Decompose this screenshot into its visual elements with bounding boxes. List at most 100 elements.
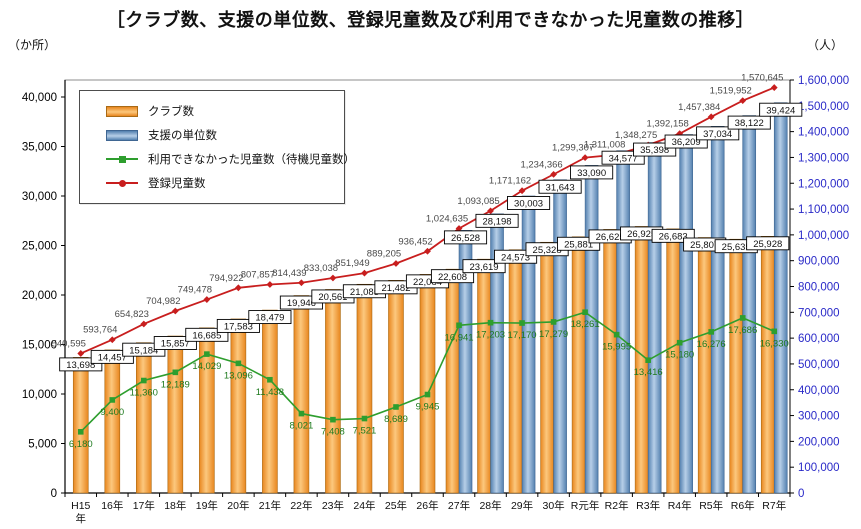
registered-point-H15年 xyxy=(77,350,85,357)
registered-point-23年 xyxy=(329,274,337,282)
label-waitlist-R3年: 13,416 xyxy=(634,367,663,378)
label-units-R4年: 36,209 xyxy=(672,137,701,148)
legend-item-clubs: クラブ数 xyxy=(80,99,344,123)
label-waitlist-R6年: 17,686 xyxy=(728,325,757,336)
legend-item-registered: 登録児童数 xyxy=(80,171,344,195)
label-registered-H15年: 540,595 xyxy=(52,338,86,349)
bar-clubs-26年 xyxy=(419,274,436,494)
label-clubs-17年: 15,184 xyxy=(129,345,158,356)
registered-point-21年 xyxy=(266,281,274,288)
label-clubs-20年: 17,583 xyxy=(224,322,253,333)
x-axis-category-label: 25年 xyxy=(385,499,407,512)
label-clubs-29年: 24,573 xyxy=(501,252,530,263)
label-waitlist-R4年: 15,180 xyxy=(665,350,694,361)
label-units-R7年-box xyxy=(759,102,803,117)
x-axis-category-label: 27年 xyxy=(448,499,470,512)
label-units-28年: 28,198 xyxy=(483,216,512,227)
bar-clubs-23年 xyxy=(325,289,341,494)
label-units-R3年: 35,398 xyxy=(640,145,669,156)
label-waitlist-24年: 7,521 xyxy=(353,426,377,437)
label-registered-23年: 833,038 xyxy=(304,263,338,274)
left-axis-tick-label: 0 xyxy=(51,488,57,500)
label-units-30年-box xyxy=(538,179,582,194)
left-axis-tick-label: 35,000 xyxy=(22,142,57,154)
registered-point-25年 xyxy=(392,260,400,267)
waitlist-point-R元年 xyxy=(582,309,588,316)
label-waitlist-16年: 9,400 xyxy=(100,407,124,418)
right-axis-tick-label: 100,000 xyxy=(798,462,840,474)
bar-clubs-H15年 xyxy=(72,357,89,494)
x-axis-category-label: R元年 xyxy=(571,499,600,512)
label-registered-R6年: 1,519,952 xyxy=(710,86,752,97)
label-registered-24年: 851,949 xyxy=(335,258,369,269)
label-waitlist-23年: 7,408 xyxy=(321,427,345,438)
label-clubs-R7年: 25,928 xyxy=(753,239,782,250)
label-clubs-R5年: 25,807 xyxy=(690,240,719,251)
right-axis-tick-label: 800,000 xyxy=(798,282,840,294)
bar-clubs-25年 xyxy=(388,280,404,494)
left-axis-unit: （か所） xyxy=(8,38,57,52)
registered-point-24年 xyxy=(361,269,368,277)
waitlist-line-swatch-icon xyxy=(106,155,138,163)
bar-clubs-R2年 xyxy=(603,229,617,494)
legend-label-clubs: クラブ数 xyxy=(148,106,194,118)
bar-clubs-R7年 xyxy=(760,236,775,494)
x-axis-category-label: 17年 xyxy=(133,499,155,512)
left-axis-tick-label: 10,000 xyxy=(22,389,57,401)
waitlist-point-R2年 xyxy=(613,331,620,338)
label-registered-19年: 749,478 xyxy=(178,285,212,296)
bar-units-R5年 xyxy=(710,126,725,494)
waitlist-point-18年 xyxy=(172,369,179,376)
right-axis-tick-label: 500,000 xyxy=(798,359,840,371)
bar-clubs-20年 xyxy=(230,318,247,494)
waitlist-point-R7年 xyxy=(771,328,778,335)
label-registered-16年: 593,764 xyxy=(83,325,117,336)
label-registered-22年: 814,439 xyxy=(272,268,306,279)
registered-point-22年 xyxy=(298,279,305,287)
x-axis-category-label: R5年 xyxy=(699,499,723,512)
label-waitlist-26年: 9,945 xyxy=(416,402,440,413)
waitlist-point-17年 xyxy=(141,377,147,384)
right-axis-tick-label: 600,000 xyxy=(798,333,840,345)
bar-clubs-16年 xyxy=(104,349,121,494)
x-axis-category-label: R7年 xyxy=(762,499,786,512)
label-registered-R4年: 1,392,158 xyxy=(647,119,689,130)
left-axis-tick-label: 5,000 xyxy=(28,439,57,451)
registered-point-30年 xyxy=(550,170,557,178)
registered-point-R5年 xyxy=(707,113,715,121)
label-waitlist-29年: 17,170 xyxy=(508,330,537,341)
left-axis-tick-label: 30,000 xyxy=(22,191,57,203)
x-axis-category-label: 16年 xyxy=(101,499,123,512)
label-registered-28年: 1,093,085 xyxy=(457,196,499,207)
bar-units-R3年 xyxy=(647,142,662,494)
label-registered-27年: 1,024,635 xyxy=(426,214,468,225)
label-clubs-H15年: 13,698 xyxy=(66,360,95,371)
label-waitlist-30年: 17,279 xyxy=(539,329,568,340)
label-clubs-18年: 15,857 xyxy=(161,339,190,350)
label-registered-R2年: 1,311,008 xyxy=(584,140,626,151)
label-registered-R5年: 1,457,384 xyxy=(678,102,720,113)
label-clubs-22年: 19,946 xyxy=(287,298,316,309)
waitlist-point-25年 xyxy=(393,404,399,410)
bar-clubs-R元年 xyxy=(571,236,586,494)
x-axis-category-label: R6年 xyxy=(731,499,755,512)
registered-point-18年 xyxy=(171,307,179,315)
legend-label-units: 支援の単位数 xyxy=(148,130,217,142)
right-axis-tick-label: 200,000 xyxy=(798,436,840,448)
right-axis-tick-label: 1,100,000 xyxy=(798,204,849,216)
label-units-29年-box xyxy=(507,196,551,210)
bar-clubs-17年 xyxy=(136,342,152,494)
label-waitlist-H15年: 6,180 xyxy=(69,439,93,450)
label-units-27年: 26,528 xyxy=(451,233,480,244)
label-units-R6年-box xyxy=(727,115,771,130)
bar-units-R4年 xyxy=(679,134,693,494)
label-clubs-R3年: 26,925 xyxy=(627,229,656,240)
registered-point-27年 xyxy=(455,225,463,232)
legend-label-registered: 登録児童数 xyxy=(148,178,206,190)
label-registered-18年: 704,982 xyxy=(146,296,180,307)
bar-clubs-21年 xyxy=(262,309,278,494)
x-axis-category-label: 28年 xyxy=(479,499,501,512)
chart-legend: クラブ数 支援の単位数 利用できなかった児童数（待機児童数） 登録児童数 xyxy=(79,90,355,204)
bar-clubs-R4年 xyxy=(666,228,680,494)
label-waitlist-22年: 8,021 xyxy=(290,421,314,432)
